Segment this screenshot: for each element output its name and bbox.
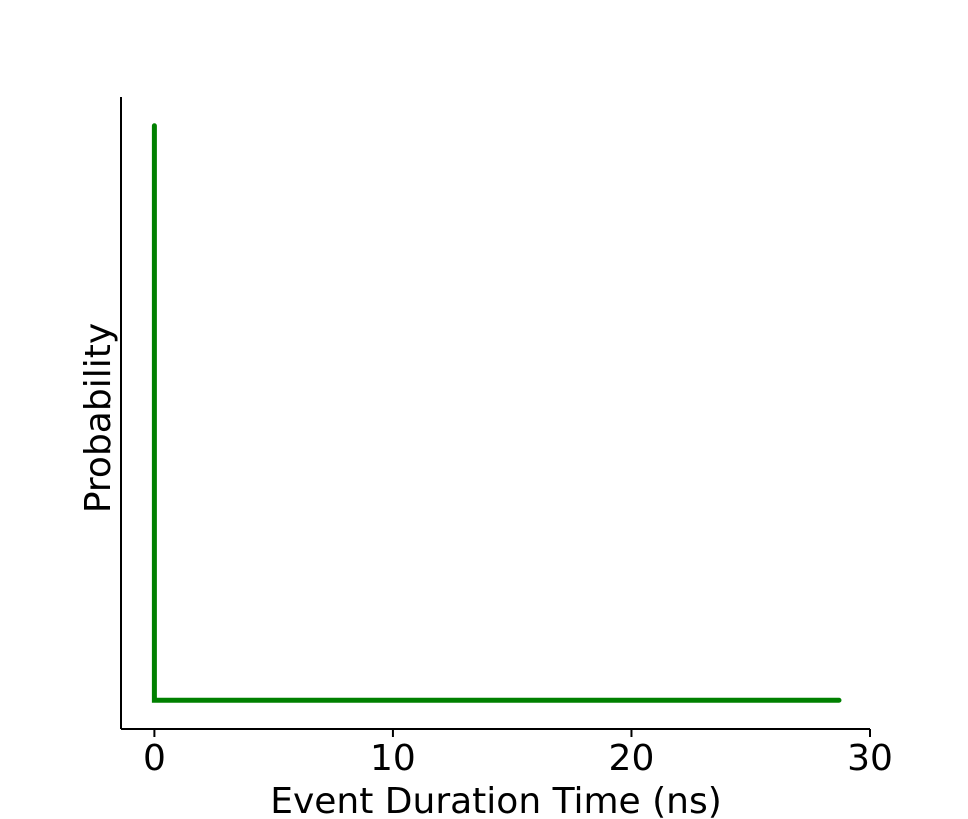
x-ticks: 0 10 20 30 [143,729,893,779]
x-tick-label: 30 [847,738,893,779]
x-tick-label: 20 [609,738,655,779]
plot-area: 0 10 20 30 [120,97,893,779]
series-layer [151,123,842,703]
x-tick-label: 0 [143,738,166,779]
x-tick-label: 10 [370,738,416,779]
x-axis-label: Event Duration Time (ns) [270,781,722,819]
series-line [151,123,842,703]
y-axis-label: Probability [78,323,119,513]
